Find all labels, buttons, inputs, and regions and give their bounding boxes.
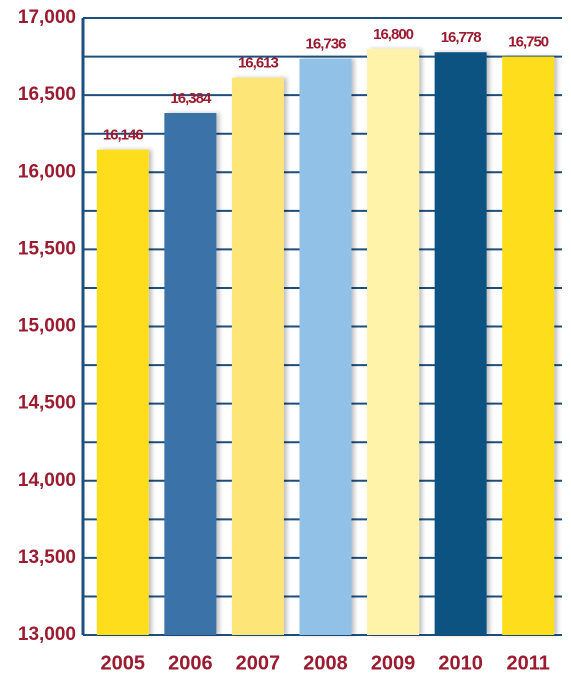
- x-tick-label: 2010: [438, 652, 483, 674]
- y-tick-label: 13,000: [18, 624, 76, 645]
- x-tick-label: 2009: [371, 652, 416, 674]
- bar: [367, 48, 420, 636]
- bar: [299, 58, 352, 636]
- x-tick-label: 2006: [168, 652, 213, 674]
- bar: [164, 113, 217, 635]
- bar: [502, 56, 555, 635]
- y-tick-label: 17,000: [18, 7, 76, 28]
- y-tick-label: 14,000: [18, 470, 76, 491]
- x-tick-label: 2005: [101, 652, 146, 674]
- x-tick-label: 2007: [236, 652, 281, 674]
- x-tick-label: 2011: [507, 652, 550, 674]
- x-tick-label: 2008: [303, 652, 348, 674]
- y-tick-label: 14,500: [18, 393, 76, 414]
- value-label: 16,736: [306, 36, 347, 53]
- y-tick-label: 13,500: [18, 547, 76, 568]
- y-tick-label: 16,000: [18, 161, 76, 182]
- value-label: 16,778: [441, 29, 482, 46]
- value-label: 16,384: [170, 90, 212, 107]
- y-tick-label: 15,000: [18, 316, 76, 337]
- value-label: 16,146: [103, 127, 144, 144]
- value-label: 16,750: [508, 34, 549, 51]
- labels: 13,000 13,500 14,000 14,500 15,000 15,500 16,0…: [18, 7, 550, 674]
- bar: [434, 52, 487, 635]
- bar: [231, 77, 284, 635]
- y-tick-label: 15,500: [18, 238, 76, 259]
- bar: [96, 149, 149, 636]
- y-tick-label: 16,500: [18, 84, 76, 105]
- bars: [96, 48, 555, 636]
- value-label: 16,800: [373, 26, 414, 43]
- value-label: 16,613: [238, 55, 279, 72]
